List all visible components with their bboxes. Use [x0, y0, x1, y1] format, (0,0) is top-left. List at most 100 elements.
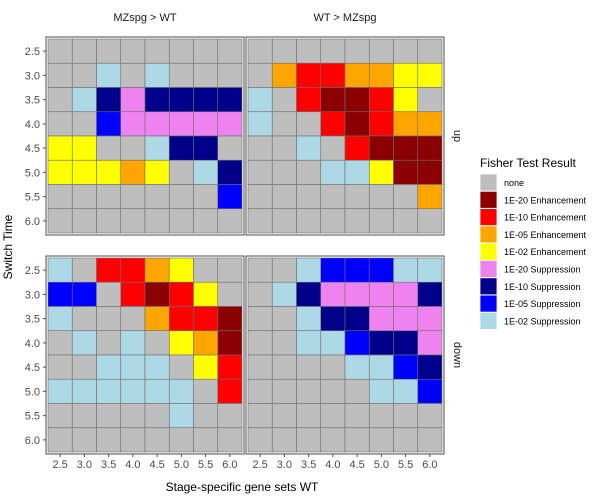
heatmap-cell [47, 159, 73, 185]
x-tick-label: 3.5 [301, 459, 316, 471]
heatmap-cell [193, 427, 219, 453]
heatmap-cell [168, 427, 194, 453]
legend-swatch [479, 294, 498, 313]
heatmap-cell [120, 354, 146, 380]
heatmap-cell [217, 403, 243, 429]
heatmap-cell [320, 208, 346, 234]
heatmap-cell [247, 208, 273, 234]
heatmap-cell [247, 403, 273, 429]
x-tick-label: 5.5 [398, 459, 413, 471]
panel-up-1 [245, 36, 445, 236]
heatmap-cell [271, 135, 297, 161]
heatmap-cell [71, 184, 97, 210]
heatmap-cell [320, 87, 346, 113]
heatmap-cell [47, 135, 73, 161]
heatmap-cell [417, 208, 443, 234]
heatmap-cell [96, 354, 122, 380]
heatmap-cell [193, 111, 219, 137]
heatmap-cell [168, 257, 194, 283]
y-tick-label: 5.0 [25, 167, 40, 179]
heatmap-cell [217, 354, 243, 380]
heatmap-cell [71, 378, 97, 404]
heatmap-cell [71, 257, 97, 283]
heatmap-cell [47, 403, 73, 429]
heatmap-cell [296, 354, 322, 380]
heatmap-cell [71, 62, 97, 88]
heatmap-cell [217, 38, 243, 64]
heatmap-cell [393, 354, 419, 380]
heatmap-cell [344, 281, 370, 307]
heatmap-cell [144, 208, 170, 234]
heatmap-cell [417, 281, 443, 307]
heatmap-cell [217, 184, 243, 210]
heatmap-cell [168, 87, 194, 113]
heatmap-cell [247, 330, 273, 356]
heatmap-cell [247, 281, 273, 307]
heatmap-cell [168, 306, 194, 332]
heatmap-cell [344, 354, 370, 380]
heatmap-cell [96, 281, 122, 307]
heatmap-cell [368, 184, 394, 210]
heatmap-cell [271, 427, 297, 453]
heatmap-cell [417, 38, 443, 64]
legend-swatch [479, 190, 498, 209]
heatmap-cell [168, 62, 194, 88]
heatmap-cell [368, 38, 394, 64]
heatmap-cell [96, 306, 122, 332]
heatmap-cell [217, 427, 243, 453]
heatmap-cell [193, 257, 219, 283]
panels-layer [45, 36, 445, 455]
heatmap-cell [296, 378, 322, 404]
legend-swatch [479, 311, 498, 330]
x-tick-label: 2.5 [252, 459, 267, 471]
y-tick-label: 2.5 [25, 46, 40, 58]
heatmap-cell [168, 378, 194, 404]
y-tick-label: 4.5 [25, 143, 40, 155]
heatmap-cell [47, 354, 73, 380]
heatmap-cell [120, 38, 146, 64]
heatmap-cell [96, 403, 122, 429]
heatmap-cell [320, 330, 346, 356]
heatmap-cell [193, 354, 219, 380]
x-tick-label: 6.0 [222, 459, 237, 471]
heatmap-cell [320, 111, 346, 137]
heatmap-cell [393, 87, 419, 113]
heatmap-cell [96, 62, 122, 88]
heatmap-cell [417, 354, 443, 380]
x-tick-label: 4.0 [125, 459, 140, 471]
x-tick-label: 3.0 [77, 459, 92, 471]
heatmap-cell [144, 135, 170, 161]
y-tick-label: 5.5 [25, 411, 40, 423]
heatmap-cell [96, 159, 122, 185]
heatmap-cell [368, 111, 394, 137]
heatmap-cell [247, 135, 273, 161]
heatmap-cell [47, 330, 73, 356]
x-tick-label: 3.5 [101, 459, 116, 471]
heatmap-cell [417, 427, 443, 453]
x-tick-label: 5.0 [374, 459, 389, 471]
heatmap-cell [96, 378, 122, 404]
x-tick-label: 6.0 [422, 459, 437, 471]
heatmap-cell [344, 62, 370, 88]
heatmap-cell [271, 403, 297, 429]
heatmap-cell [271, 62, 297, 88]
heatmap-cell [71, 208, 97, 234]
heatmap-cell [296, 427, 322, 453]
panel-border [245, 255, 445, 455]
x-tick-label: 4.0 [325, 459, 340, 471]
heatmap-cell [247, 159, 273, 185]
heatmap-cell [120, 62, 146, 88]
heatmap-cell [47, 306, 73, 332]
heatmap-cell [296, 38, 322, 64]
heatmap-cell [271, 306, 297, 332]
heatmap-cell [296, 87, 322, 113]
heatmap-cell [417, 111, 443, 137]
x-tick-label: 2.5 [52, 459, 67, 471]
heatmap-cell [144, 38, 170, 64]
heatmap-cell [368, 208, 394, 234]
heatmap-cell [71, 135, 97, 161]
heatmap-cell [96, 208, 122, 234]
y-tick-label: 6.0 [25, 216, 40, 228]
heatmap-cell [296, 208, 322, 234]
heatmap-cell [368, 135, 394, 161]
